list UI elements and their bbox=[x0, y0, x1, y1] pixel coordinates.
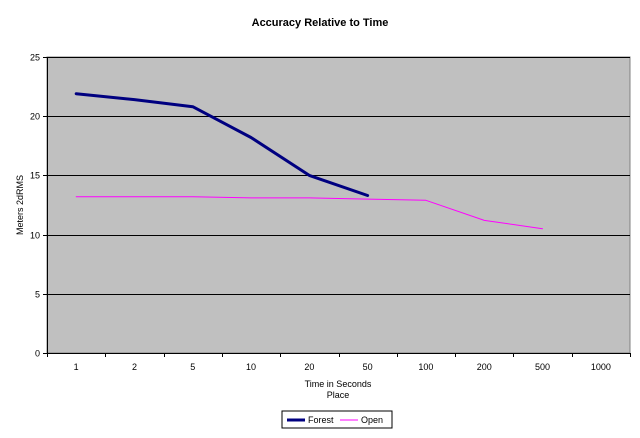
y-tick-label: 10 bbox=[30, 231, 40, 241]
x-tick-label: 1000 bbox=[591, 362, 611, 372]
legend-label-forest: Forest bbox=[308, 415, 334, 425]
series-line-open bbox=[75, 196, 543, 230]
y-tick-label: 20 bbox=[30, 112, 40, 122]
y-tick-label: 25 bbox=[30, 53, 40, 63]
x-tick-label: 50 bbox=[363, 362, 373, 372]
x-tick-label: 2 bbox=[132, 362, 137, 372]
legend: Forest Open bbox=[281, 410, 393, 429]
series-line-forest bbox=[74, 92, 370, 197]
x-tick-label: 500 bbox=[535, 362, 550, 372]
x-tick-label: 200 bbox=[477, 362, 492, 372]
x-tick-label: 1 bbox=[74, 362, 79, 372]
x-tick-label: 100 bbox=[418, 362, 433, 372]
plot-area bbox=[46, 56, 631, 354]
y-tick-label: 5 bbox=[35, 290, 40, 300]
y-axis-label: Meters 2dRMS bbox=[15, 175, 25, 235]
legend-box bbox=[281, 410, 393, 429]
x-tick-label: 20 bbox=[304, 362, 314, 372]
x-tick-label: 10 bbox=[246, 362, 256, 372]
x-axis-sublabel: Place bbox=[327, 390, 350, 400]
legend-label-open: Open bbox=[361, 415, 383, 425]
y-tick-label: 15 bbox=[30, 171, 40, 181]
x-axis-label: Time in Seconds bbox=[305, 379, 372, 389]
y-tick-label: 0 bbox=[35, 349, 40, 359]
x-tick-label: 5 bbox=[190, 362, 195, 372]
chart-title: Accuracy Relative to Time bbox=[252, 17, 389, 29]
